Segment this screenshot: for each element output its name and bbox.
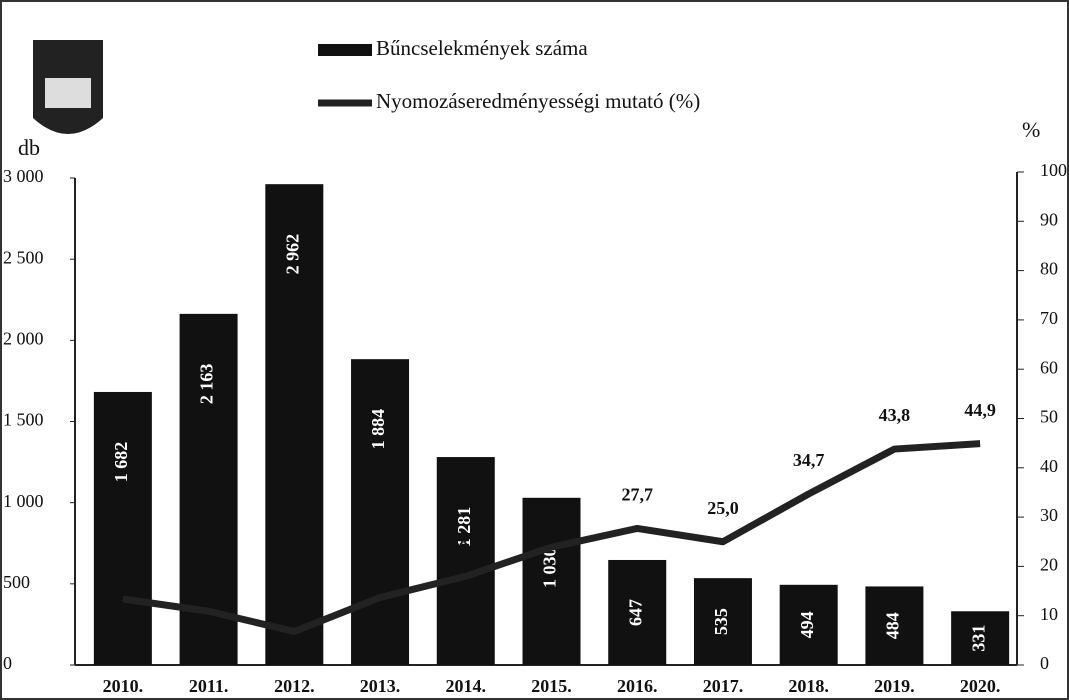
line-value-label: 10,9 xyxy=(193,567,225,587)
line xyxy=(122,440,981,635)
line-value-label: 13,7 xyxy=(364,554,396,574)
y2-tick-label: 60 xyxy=(1040,357,1058,377)
line-value-label: 13,4 xyxy=(107,555,139,575)
line-value-label: 43,8 xyxy=(879,405,911,425)
y2-tick-label: 80 xyxy=(1040,259,1058,279)
x-tick-label: 2013. xyxy=(360,676,401,696)
y-tick-label: 2 000 xyxy=(3,328,44,348)
x-tick-label: 2020. xyxy=(960,676,1001,696)
bar-value-label: 535 xyxy=(711,608,731,635)
y2-tick-label: 90 xyxy=(1040,209,1058,229)
y-tick-label: 500 xyxy=(3,572,30,592)
x-tick-label: 2019. xyxy=(874,676,915,696)
line-value-label: 23,9 xyxy=(536,503,568,523)
y2-tick-label: 20 xyxy=(1040,555,1058,575)
bar-value-label: 647 xyxy=(625,599,645,626)
bar xyxy=(865,586,924,665)
y-tick-label: 1 000 xyxy=(3,491,44,511)
y-tick-label: 0 xyxy=(3,653,12,673)
line-value-label: 34,7 xyxy=(793,450,825,470)
line-value-label: 25,0 xyxy=(707,498,739,518)
legend-label: Nyomozáseredményességi mutató (%) xyxy=(376,89,700,113)
legend-swatch-bar xyxy=(318,44,372,56)
line-value-label: 6,8 xyxy=(283,588,306,608)
bar xyxy=(779,584,838,665)
y-tick-label: 2 500 xyxy=(3,247,44,267)
x-tick-label: 2011. xyxy=(189,676,229,696)
y2-tick-label: 70 xyxy=(1040,308,1058,328)
line-value-label: 44,9 xyxy=(964,400,996,420)
bar xyxy=(436,457,495,665)
y2-tick-label: 40 xyxy=(1040,456,1058,476)
bar-value-label: 1 884 xyxy=(368,409,388,450)
x-tick-label: 2012. xyxy=(274,676,315,696)
y2-tick-label: 0 xyxy=(1040,653,1049,673)
logo-inner xyxy=(45,78,91,108)
bar xyxy=(93,391,152,665)
bar xyxy=(265,184,324,665)
y-axis-label: db xyxy=(18,135,40,160)
y2-tick-label: 10 xyxy=(1040,604,1058,624)
bar-value-label: 484 xyxy=(883,612,903,639)
bar-value-label: 494 xyxy=(797,611,817,638)
bar-value-label: 1 281 xyxy=(454,507,474,548)
x-tick-label: 2015. xyxy=(531,676,572,696)
legend-label: Bűncselekmények száma xyxy=(376,36,588,60)
y2-tick-label: 100 xyxy=(1040,160,1067,180)
bar xyxy=(522,497,581,665)
y2-axis-label: % xyxy=(1022,117,1040,142)
bar-value-label: 331 xyxy=(968,625,988,652)
y-tick-label: 3 000 xyxy=(3,166,44,186)
x-tick-label: 2016. xyxy=(617,676,658,696)
bar xyxy=(351,359,410,665)
bar-value-label: 1 682 xyxy=(111,442,131,483)
x-tick-label: 2014. xyxy=(446,676,487,696)
y2-tick-label: 30 xyxy=(1040,505,1058,525)
x-tick-label: 2017. xyxy=(703,676,744,696)
x-tick-label: 2018. xyxy=(788,676,829,696)
y-tick-label: 1 500 xyxy=(3,410,44,430)
line-value-label: 27,7 xyxy=(621,485,653,505)
bar-value-label: 1 030 xyxy=(540,548,560,589)
bar-value-label: 2 163 xyxy=(197,364,217,405)
x-tick-label: 2010. xyxy=(103,676,144,696)
bar xyxy=(608,559,667,665)
bar-value-label: 2 962 xyxy=(282,234,302,275)
bar xyxy=(951,611,1010,665)
line-value-label: 18,0 xyxy=(450,532,482,552)
y2-tick-label: 50 xyxy=(1040,407,1058,427)
bar xyxy=(693,578,752,665)
